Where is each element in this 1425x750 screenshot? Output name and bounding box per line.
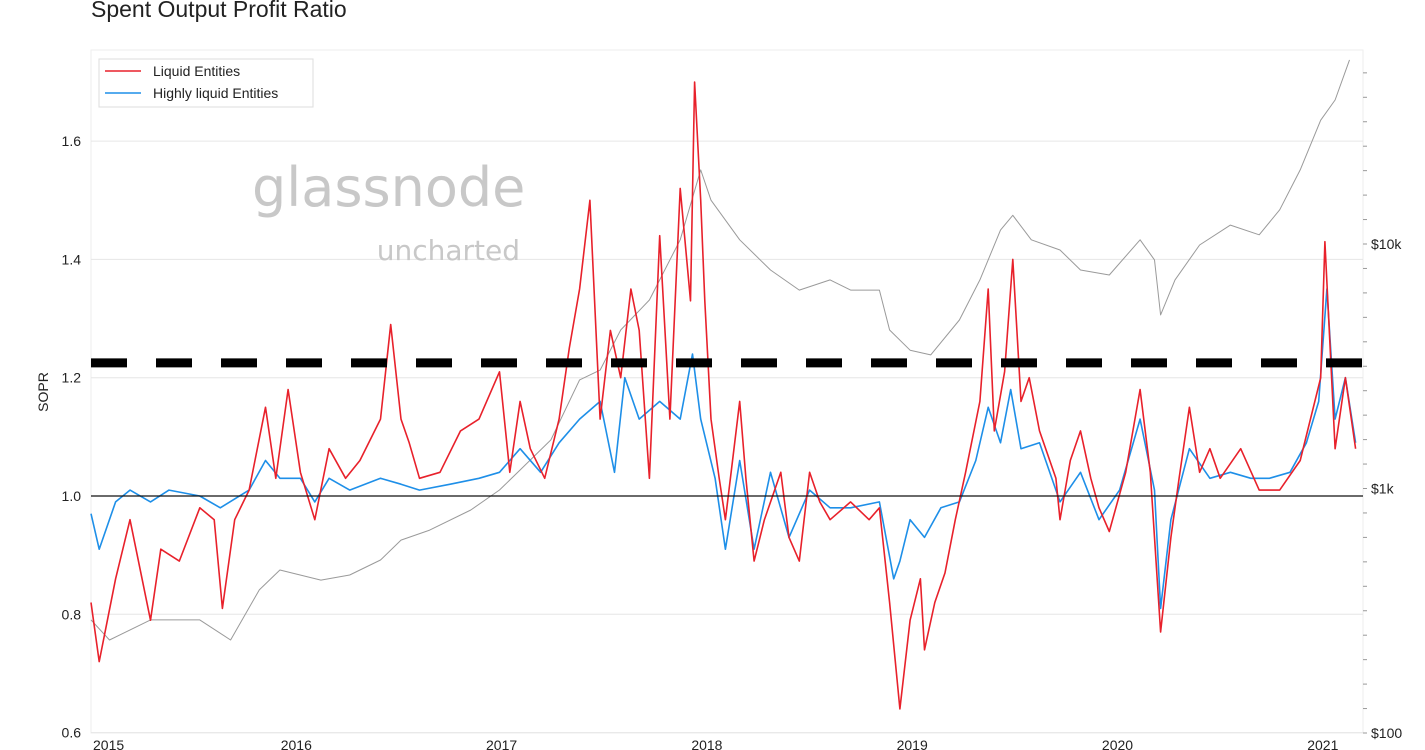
series-lines	[90, 59, 1357, 710]
y-tick-label: 0.6	[62, 725, 82, 741]
plot-area	[90, 49, 1364, 734]
y-tick-label: 1.4	[62, 251, 82, 267]
legend-label-highly-liquid: Highly liquid Entities	[153, 85, 278, 101]
x-tick-label: 2021	[1307, 737, 1338, 750]
y-tick-label: 0.8	[62, 606, 82, 622]
x-tick-label: 2016	[281, 737, 312, 750]
legend: Liquid Entities Highly liquid Entities	[98, 58, 314, 108]
y2-axis-ticks: $100 $1k $10k	[1363, 72, 1402, 741]
chart-title: Spent Output Profit Ratio	[91, 0, 347, 22]
x-tick-label: 2019	[897, 737, 928, 750]
x-tick-label: 2020	[1102, 737, 1133, 750]
x-tick-label: 2018	[691, 737, 722, 750]
legend-label-liquid: Liquid Entities	[153, 63, 240, 79]
y-tick-label: 1.6	[62, 133, 82, 149]
y-axis-ticks: 0.6 0.8 1.0 1.2 1.4 1.6	[62, 133, 82, 741]
x-axis-ticks: 2015 2016 2017 2018 2019 2020 2021	[93, 737, 1339, 750]
x-tick-label: 2015	[93, 737, 124, 750]
series-line-btc-price	[90, 59, 1350, 641]
y-axis-label: SOPR	[35, 372, 51, 412]
watermark-line1: glassnode	[252, 156, 525, 219]
watermark: glassnode uncharted	[252, 156, 525, 267]
y2-tick-label: $10k	[1371, 236, 1402, 252]
x-tick-label: 2017	[486, 737, 517, 750]
y-tick-label: 1.0	[62, 488, 82, 504]
y-tick-label: 1.2	[62, 370, 82, 386]
watermark-line2: uncharted	[377, 234, 520, 267]
y2-tick-label: $100	[1371, 725, 1402, 741]
y2-tick-label: $1k	[1371, 481, 1395, 497]
series-line-liquid-entities	[90, 81, 1357, 710]
legend-box	[98, 58, 314, 108]
